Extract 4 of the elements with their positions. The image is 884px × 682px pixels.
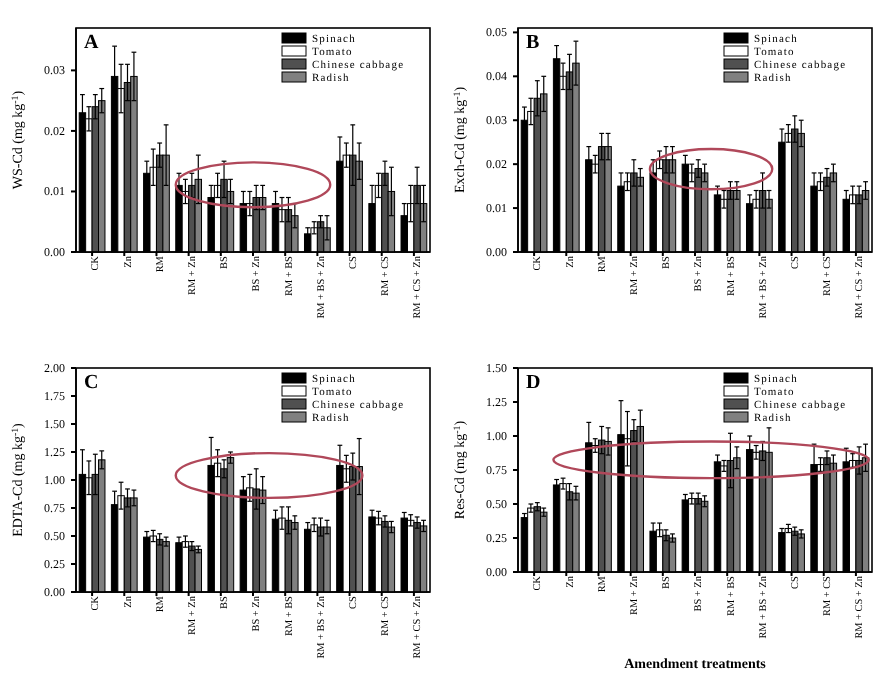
- chart-title: A: [84, 32, 100, 54]
- chart-title: B: [526, 32, 540, 54]
- chart-title: D: [526, 372, 541, 394]
- chart-title: C: [84, 372, 99, 394]
